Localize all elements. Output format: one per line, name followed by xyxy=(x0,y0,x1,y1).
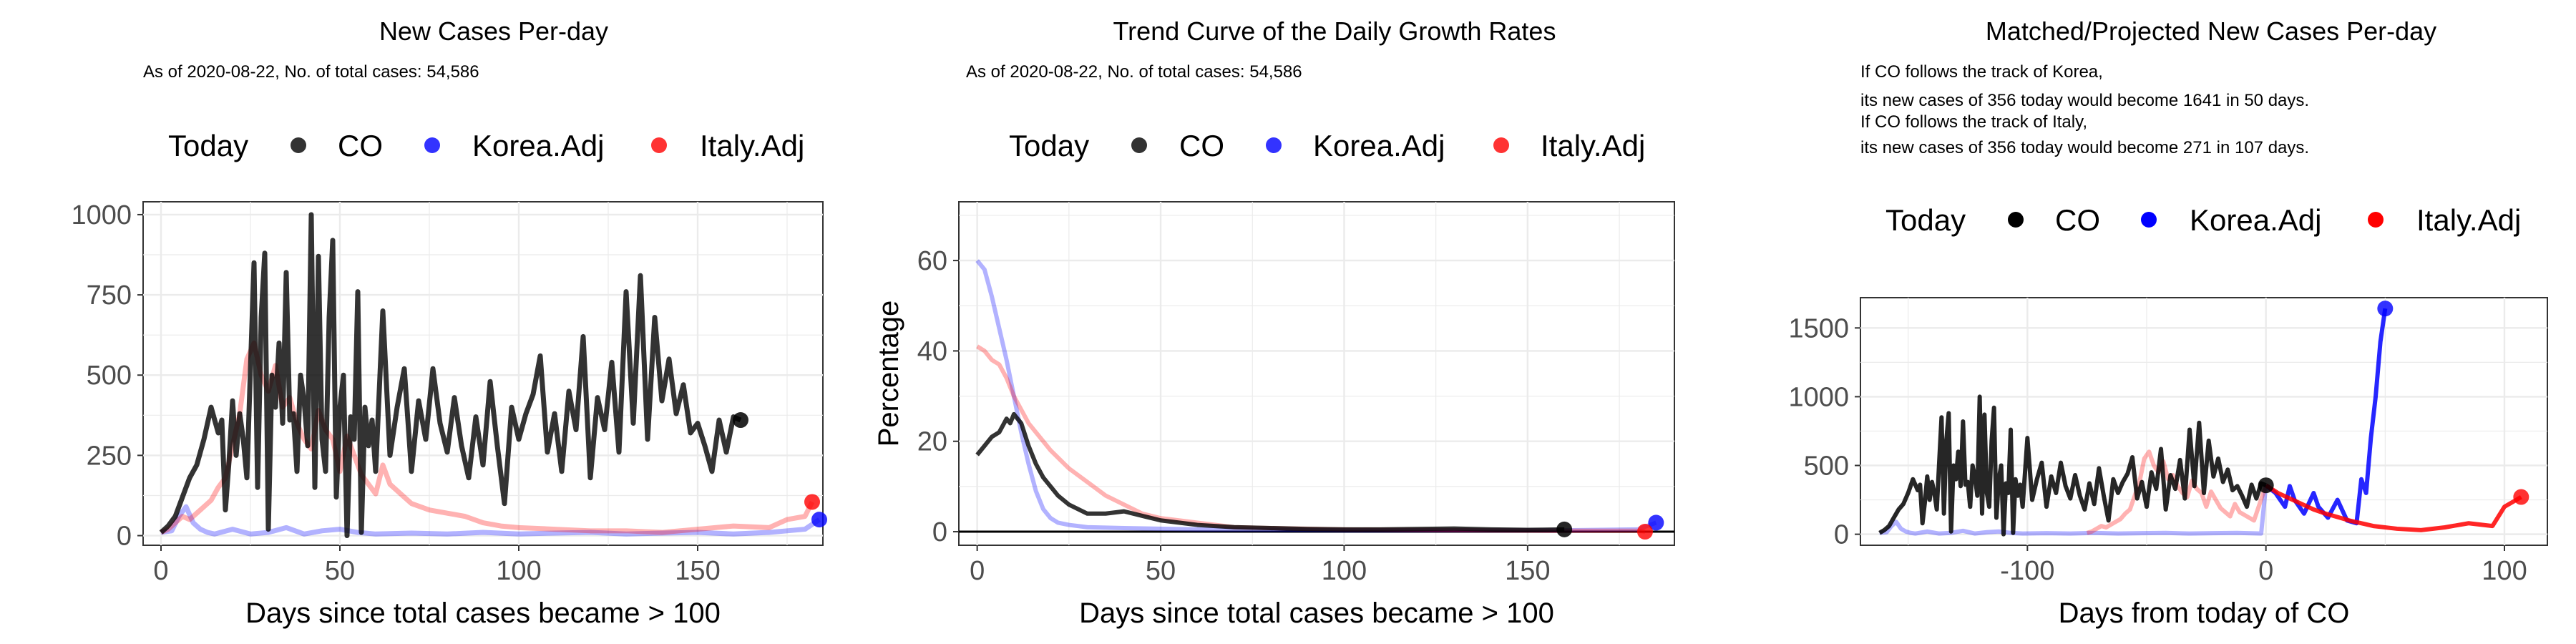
x-tick-label: 150 xyxy=(1505,556,1550,586)
y-tick-label: 0 xyxy=(1834,520,1849,550)
legend-italy-label: Italy.Adj xyxy=(700,129,804,162)
series-line-history-italy-adj xyxy=(2086,449,2268,535)
series-line-projection-italy-adj xyxy=(2265,483,2522,532)
today-point-co xyxy=(733,412,748,429)
x-axis-label: Days since total cases became > 100 xyxy=(245,597,721,629)
today-point-korea-adj xyxy=(811,512,827,528)
legend-co-label: CO xyxy=(1179,129,1224,162)
annotation-block: If CO follows the track of Korea, its ne… xyxy=(1860,62,2309,157)
today-point-co xyxy=(2258,477,2274,494)
annotation-line: its new cases of 356 today would become … xyxy=(1860,91,2309,110)
y-tick-label: 500 xyxy=(87,361,132,391)
chart-new-cases-per-day: New Cases Per-day As of 2020-08-22, No. … xyxy=(71,16,827,629)
annotation-line: If CO follows the track of Italy, xyxy=(1860,112,2087,132)
y-tick-label: 250 xyxy=(87,441,132,471)
legend-title: Today xyxy=(1885,203,1966,237)
y-tick-label: 750 xyxy=(87,280,132,311)
legend: Today CO Korea.Adj Italy.Adj xyxy=(168,129,804,162)
today-point-italy-adj xyxy=(2513,489,2529,505)
x-tick-label: 100 xyxy=(2482,556,2527,586)
y-tick-label: 0 xyxy=(117,522,132,552)
annotation-line: If CO follows the track of Korea, xyxy=(1860,62,2103,82)
annotation-line: its new cases of 356 today would become … xyxy=(1860,138,2309,157)
legend-title: Today xyxy=(168,129,248,162)
x-axis-label: Days since total cases became > 100 xyxy=(1079,597,1554,629)
x-tick-label: 0 xyxy=(153,556,168,586)
legend-italy-label: Italy.Adj xyxy=(1541,129,1645,162)
y-tick-label: 1000 xyxy=(71,200,132,230)
legend-title: Today xyxy=(1009,129,1089,162)
y-tick-label: 60 xyxy=(917,246,947,276)
x-tick-label: 50 xyxy=(325,556,355,586)
legend-italy-marker xyxy=(2368,212,2384,228)
chart-title: Trend Curve of the Daily Growth Rates xyxy=(1113,16,1556,46)
series-line-history-korea-adj xyxy=(1879,484,2268,536)
x-tick-label: 50 xyxy=(1146,556,1176,586)
legend-italy-label: Italy.Adj xyxy=(2416,203,2521,237)
plot-area xyxy=(1860,297,2548,546)
legend-korea-marker xyxy=(2141,212,2157,228)
legend-co-marker xyxy=(2008,212,2024,228)
legend-italy-marker xyxy=(1493,137,1509,153)
x-axis-label: Days from today of CO xyxy=(2059,597,2350,629)
chart-title: Matched/Projected New Cases Per-day xyxy=(1986,16,2436,46)
legend-co-label: CO xyxy=(2055,203,2100,237)
legend-korea-marker xyxy=(1266,137,1282,153)
legend-korea-marker xyxy=(424,137,440,153)
x-tick-label: 100 xyxy=(1322,556,1367,586)
legend-korea-label: Korea.Adj xyxy=(1313,129,1445,162)
x-tick-label: 100 xyxy=(496,556,541,586)
today-point-italy-adj xyxy=(804,494,820,510)
legend: Today CO Korea.Adj Italy.Adj xyxy=(1009,129,1645,162)
x-tick-label: 0 xyxy=(2258,556,2273,586)
y-axis-label: Percentage xyxy=(873,301,904,447)
chart-subtitle: As of 2020-08-22, No. of total cases: 54… xyxy=(143,62,479,82)
x-tick-label: 0 xyxy=(970,556,985,586)
y-tick-label: 20 xyxy=(917,427,947,457)
today-point-italy-adj xyxy=(1636,524,1653,540)
today-point-korea-adj xyxy=(1648,514,1664,531)
y-tick-label: 1000 xyxy=(1788,382,1849,412)
chart-subtitle: As of 2020-08-22, No. of total cases: 54… xyxy=(966,62,1302,82)
y-tick-label: 0 xyxy=(932,517,947,547)
series-line-co xyxy=(159,212,742,539)
series-line-projection-korea-adj xyxy=(2264,308,2388,526)
legend-co-marker xyxy=(291,137,306,153)
today-point-korea-adj xyxy=(2377,301,2394,317)
y-tick-label: 40 xyxy=(917,336,947,366)
chart-matched-projected-new-cases: Matched/Projected New Cases Per-day If C… xyxy=(1788,16,2548,629)
x-tick-label: -100 xyxy=(2000,556,2054,586)
series-line-co xyxy=(975,411,1565,532)
x-tick-label: 150 xyxy=(675,556,720,586)
legend-korea-label: Korea.Adj xyxy=(2190,203,2321,237)
legend-co-label: CO xyxy=(338,129,383,162)
legend-italy-marker xyxy=(651,137,667,153)
legend: Today CO Korea.Adj Italy.Adj xyxy=(1885,203,2521,237)
series-line-co xyxy=(1878,394,2267,537)
chart-growth-rate-trend: Trend Curve of the Daily Growth Rates As… xyxy=(873,16,1675,629)
y-tick-label: 500 xyxy=(1804,452,1849,482)
y-tick-label: 1500 xyxy=(1788,313,1849,343)
plot-area xyxy=(958,201,1675,546)
chart-title: New Cases Per-day xyxy=(379,16,608,46)
today-point-co xyxy=(1556,521,1573,537)
legend-co-marker xyxy=(1131,137,1147,153)
legend-korea-label: Korea.Adj xyxy=(472,129,604,162)
